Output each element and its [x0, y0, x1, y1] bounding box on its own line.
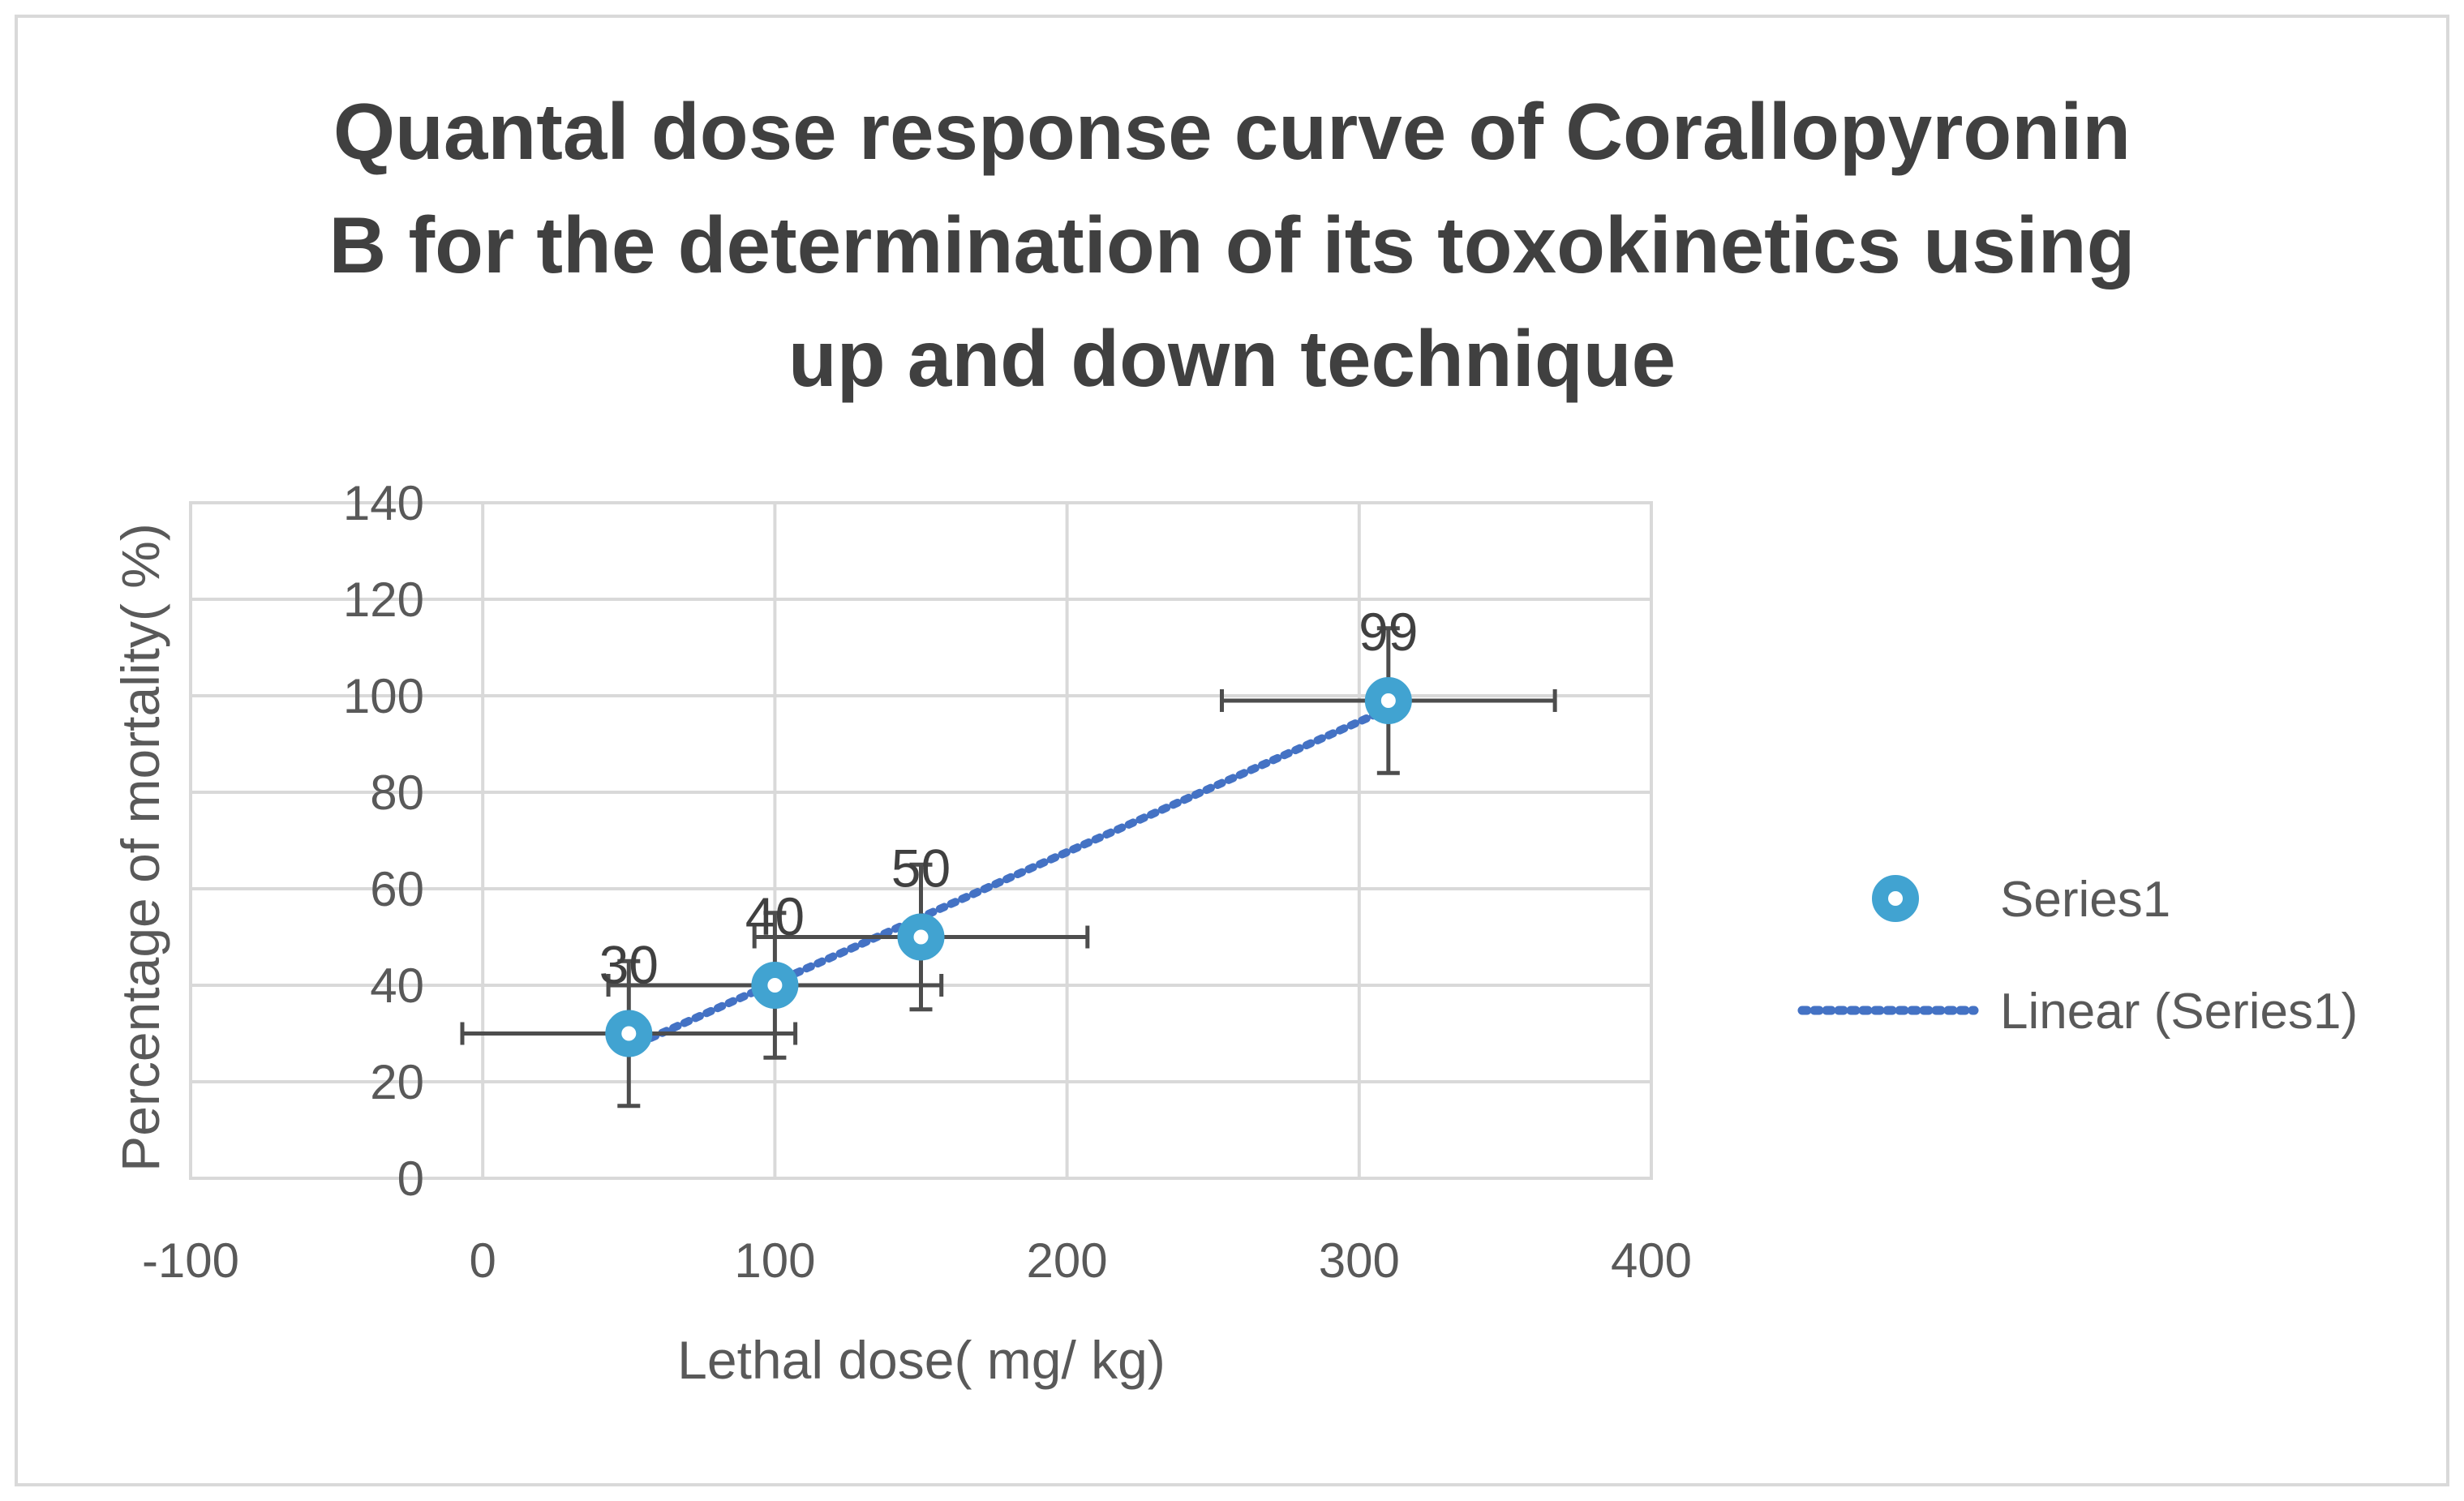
data-label: 99 — [1359, 602, 1418, 662]
data-point[interactable] — [751, 962, 799, 1009]
y-tick-label: 100 — [343, 669, 424, 723]
legend-trendline-label: Linear (Series1) — [2000, 984, 2358, 1040]
x-tick-label: 100 — [734, 1233, 815, 1288]
x-tick-label: 200 — [1027, 1233, 1108, 1288]
x-tick-label: 400 — [1611, 1233, 1692, 1288]
y-tick-label: 140 — [343, 476, 424, 530]
y-tick-label: 80 — [370, 766, 424, 820]
y-tick-label: 0 — [397, 1151, 424, 1206]
data-point[interactable] — [897, 913, 945, 961]
y-tick-label: 20 — [370, 1055, 424, 1109]
data-label: 30 — [599, 935, 659, 995]
tick-labels: 0 20 40 60 80 100 120 140 -100 0 100 200 300 400 — [142, 476, 1692, 1288]
data-point[interactable] — [1364, 676, 1412, 724]
data-point[interactable] — [605, 1010, 653, 1057]
y-tick-label: 120 — [343, 573, 424, 627]
y-axis-label: Percentage of mortality( %) — [110, 523, 170, 1172]
data-label: 50 — [891, 838, 951, 898]
legend-series1-label: Series1 — [2000, 872, 2170, 928]
plot-area — [189, 501, 1653, 1180]
chart-frame — [15, 15, 2449, 1486]
data-label: 40 — [745, 886, 805, 946]
x-tick-label: -100 — [142, 1233, 239, 1288]
chart-title-line-1: Quantal dose response curve of Corallopy… — [333, 87, 2131, 176]
chart-title: Quantal dose response curve of Corallopy… — [329, 87, 2136, 403]
y-tick-label: 40 — [370, 958, 424, 1013]
plot-border — [189, 501, 1653, 1180]
y-tick-label: 60 — [370, 862, 424, 916]
chart-title-line-2: B for the determination of its toxokinet… — [329, 200, 2136, 289]
legend-series1-marker — [1872, 875, 1919, 922]
x-tick-label: 300 — [1319, 1233, 1400, 1288]
legend-item-trendline[interactable]: Linear (Series1) — [1797, 984, 2358, 1040]
legend: Series1 Linear (Series1) — [1797, 872, 2358, 1040]
data-points — [605, 676, 1412, 1057]
x-tick-label: 0 — [470, 1233, 496, 1288]
x-axis-label: Lethal dose( mg/ kg) — [677, 1330, 1165, 1390]
legend-item-series1[interactable]: Series1 — [1872, 872, 2170, 928]
chart-title-line-3: up and down technique — [788, 314, 1676, 403]
data-labels: 30 40 50 99 — [599, 602, 1419, 995]
